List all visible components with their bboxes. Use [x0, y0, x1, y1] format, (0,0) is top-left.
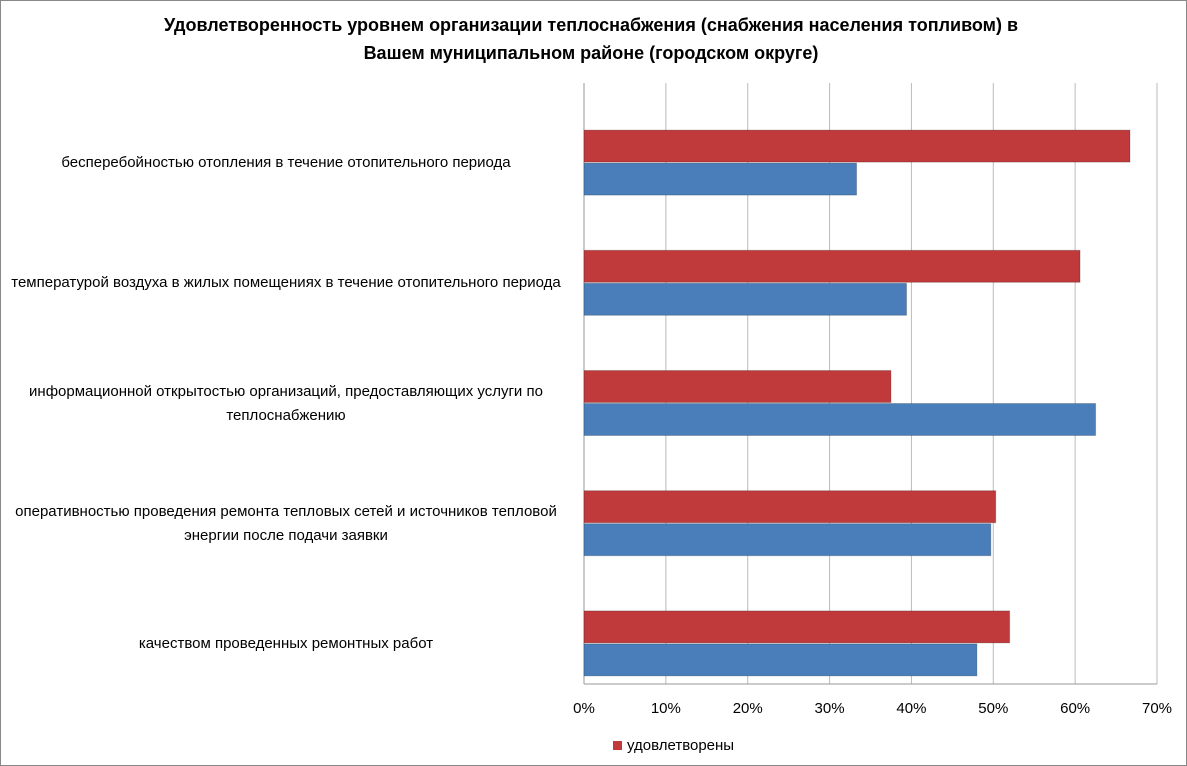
y-tick-label: бесперебойностью отопления в течение ото… — [61, 154, 511, 172]
x-tick-label: 50% — [978, 700, 1008, 717]
x-tick-label: 30% — [815, 700, 845, 717]
bar — [583, 643, 978, 677]
x-tick-label: 20% — [733, 700, 763, 717]
y-tick-label: оперативностью проведения ремонта теплов… — [15, 502, 557, 544]
bar — [583, 403, 1097, 436]
legend-label: удовлетворены — [627, 737, 734, 754]
bar — [583, 162, 858, 196]
x-tick-label: 60% — [1060, 700, 1090, 717]
bar — [583, 490, 997, 524]
bar — [583, 129, 1131, 163]
x-tick-label: 10% — [651, 700, 681, 717]
x-tick-label: 0% — [573, 700, 595, 717]
x-tick-label: 70% — [1142, 700, 1172, 717]
bar — [583, 610, 1011, 644]
y-tick-label: температурой воздуха в жилых помещениях … — [11, 274, 561, 292]
bar — [583, 282, 908, 316]
y-tick-label: информационной открытостью организаций, … — [29, 382, 543, 424]
x-tick-label: 40% — [896, 700, 926, 717]
bar — [583, 249, 1081, 283]
bar — [583, 523, 992, 557]
chart-title: Удовлетворенность уровнем организации те… — [163, 15, 1019, 63]
bar — [583, 370, 892, 403]
legend-marker — [613, 741, 622, 750]
y-tick-label: качеством проведенных ремонтных работ — [138, 634, 434, 652]
